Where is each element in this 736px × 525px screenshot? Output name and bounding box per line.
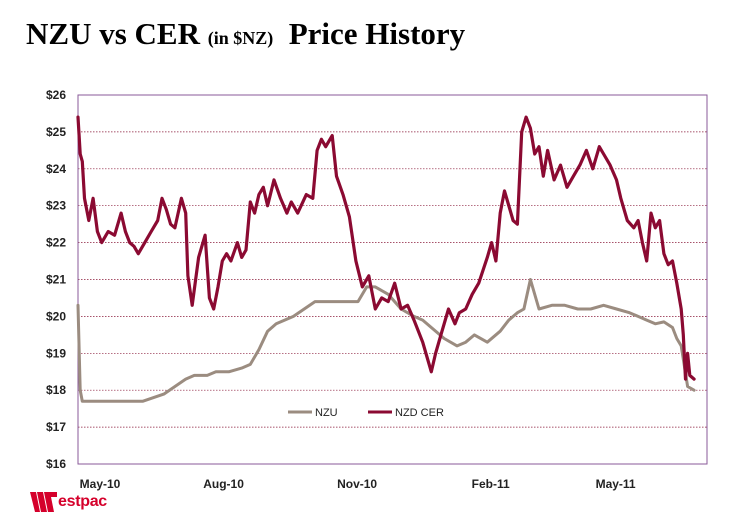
y-tick-label: $24 [46, 162, 66, 176]
series-line-nzu [76, 278, 696, 403]
westpac-w-mark-icon [30, 492, 57, 512]
grid-lines [78, 131, 707, 428]
y-tick-label: $18 [46, 383, 66, 397]
y-tick-label: $16 [46, 457, 66, 471]
series-lines [76, 115, 696, 403]
y-tick-label: $20 [46, 309, 66, 323]
y-tick-label: $25 [46, 125, 66, 139]
y-tick-label: $21 [46, 273, 66, 287]
x-tick-label: May-11 [596, 477, 636, 491]
chart-legend: NZU NZD CER [288, 407, 444, 419]
y-tick-label: $26 [46, 88, 66, 102]
legend-label: NZD CER [395, 407, 444, 419]
x-tick-label: Nov-10 [337, 477, 377, 491]
y-tick-label: $22 [46, 236, 66, 250]
y-tick-label: $23 [46, 199, 66, 213]
legend-label: NZU [315, 407, 338, 419]
plot-frame [77, 94, 708, 465]
chart-title: NZU vs CER (in $NZ) Price History [26, 16, 465, 52]
y-tick-label: $19 [46, 346, 66, 360]
title-suffix: Price History [288, 16, 466, 51]
x-tick-label: May-10 [80, 477, 121, 491]
title-main: NZU vs CER [26, 16, 200, 51]
title-unit: (in $NZ) [207, 28, 274, 48]
y-tick-label: $17 [46, 420, 66, 434]
x-tick-label: Aug-10 [203, 477, 244, 491]
x-axis-ticks: May-10 Aug-10 Nov-10 Feb-11 May-11 [80, 477, 636, 491]
y-axis-ticks: $16 $17 $18 $19 $20 $21 $22 $23 $24 $25 $26 [46, 88, 66, 471]
x-tick-label: Feb-11 [472, 477, 510, 491]
westpac-logo: estpac [30, 492, 107, 512]
series-line-nzd-cer [76, 115, 696, 381]
logo-wordmark: estpac [58, 493, 107, 510]
